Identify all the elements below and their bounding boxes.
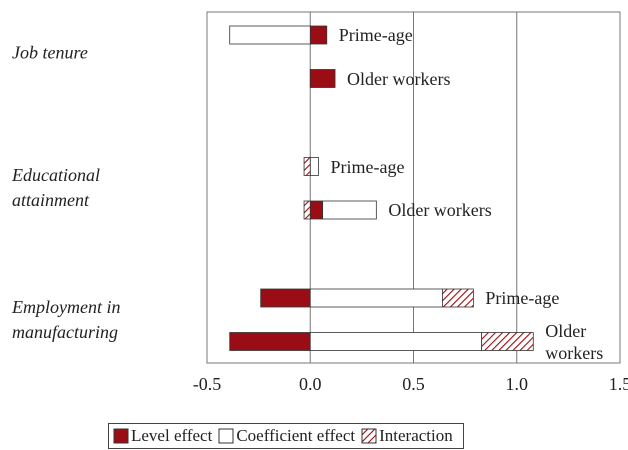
bar-label: Older workers (388, 200, 492, 220)
group-label: Educational attainment (12, 165, 100, 211)
legend-text: Interaction (379, 426, 453, 445)
bar-segment (309, 69, 336, 88)
bar-segment (229, 25, 311, 45)
bar-segment (481, 332, 534, 351)
bar-label: Older workers (545, 320, 604, 363)
legend-swatch (361, 428, 377, 444)
bar-segment (303, 200, 311, 220)
legend-item: Level effect (113, 426, 215, 446)
bar-label: Prime-age (338, 25, 413, 45)
legend-text: Coefficient effect (236, 426, 356, 445)
bar-segment (309, 157, 319, 176)
legend-swatch-box (361, 428, 377, 444)
legend-text: Level effect (131, 426, 213, 445)
legend-swatch (218, 428, 234, 444)
group-label: Job tenure (12, 42, 88, 63)
bar-segment (322, 200, 377, 220)
x-tick-label: 0.5 (402, 374, 425, 394)
bar-label: Prime-age (485, 288, 560, 308)
bar-label: Older workers (347, 68, 451, 89)
x-tick-label: -0.5 (193, 374, 222, 394)
legend-swatch-box (218, 428, 234, 444)
x-tick-label: 0.0 (299, 374, 322, 394)
x-tick-label: 1.0 (506, 374, 529, 394)
bar-segment (309, 332, 483, 351)
bar-label: Prime-age (330, 156, 405, 177)
legend: Level effect Coefficient effect Interactio… (108, 423, 464, 449)
group-label: Employment in manufacturing (12, 296, 121, 342)
legend-swatch-box (113, 428, 129, 444)
bar-segment (309, 288, 443, 308)
legend-item: Coefficient effect (218, 426, 358, 446)
x-tick-label: 1.5 (609, 374, 628, 394)
bar-segment (229, 332, 311, 351)
bar-segment (303, 157, 311, 176)
legend-swatch (113, 428, 129, 444)
bar-segment (309, 25, 328, 45)
legend-item: Interaction (361, 426, 456, 446)
bar-segment (442, 288, 474, 308)
bar-segment (260, 288, 311, 308)
bar-segment (309, 200, 324, 220)
